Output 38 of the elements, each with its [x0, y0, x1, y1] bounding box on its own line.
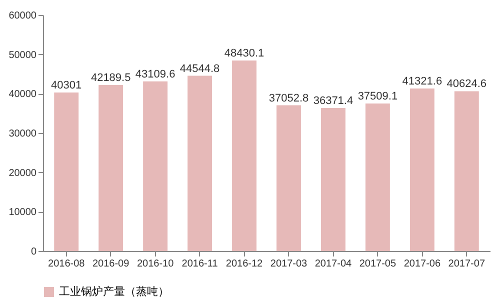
bar: [143, 81, 168, 251]
x-tick-label: 2016-10: [136, 258, 174, 270]
x-tick-label: 2016-12: [226, 258, 264, 270]
bar: [232, 60, 256, 251]
x-tick-label: 2016-08: [48, 258, 86, 270]
y-tick-label: 0: [30, 246, 37, 258]
data-label: 42189.5: [90, 72, 131, 84]
data-label: 36371.4: [313, 94, 354, 107]
y-tick-label: 60000: [8, 10, 37, 22]
bar: [98, 85, 124, 251]
y-tick-label: 50000: [8, 50, 37, 61]
data-label: 48430.1: [224, 48, 264, 60]
y-tick-label: 10000: [8, 207, 37, 218]
x-tick-label: 2017-03: [270, 258, 308, 270]
x-tick-label: 2017-05: [359, 258, 396, 270]
bar: [454, 91, 479, 251]
y-tick-label: 20000: [8, 168, 37, 179]
data-label: 37509.1: [358, 90, 398, 102]
data-label: 40301: [51, 79, 82, 92]
bar: [54, 92, 79, 251]
data-label: 41321.6: [402, 75, 442, 88]
y-tick-label: 30000: [8, 128, 37, 140]
bar: [320, 108, 346, 251]
bar: [365, 103, 390, 251]
x-tick-label: 2016-11: [182, 258, 218, 270]
bar: [188, 76, 212, 251]
x-tick-label: 2017-06: [404, 258, 441, 270]
legend-label: 工业锅炉产量（蒸吨）: [59, 285, 169, 298]
data-label: 40624.6: [446, 78, 487, 90]
x-tick-label: 2016-09: [92, 258, 130, 270]
y-tick-label: 40000: [8, 89, 37, 100]
x-tick-label: 2017-07: [448, 258, 486, 270]
bar: [410, 88, 434, 251]
data-label: 44544.8: [180, 62, 220, 75]
data-label: 43109.6: [135, 68, 176, 80]
bar: [276, 105, 301, 251]
data-label: 37052.8: [268, 92, 309, 104]
x-tick-label: 2017-04: [314, 258, 352, 270]
